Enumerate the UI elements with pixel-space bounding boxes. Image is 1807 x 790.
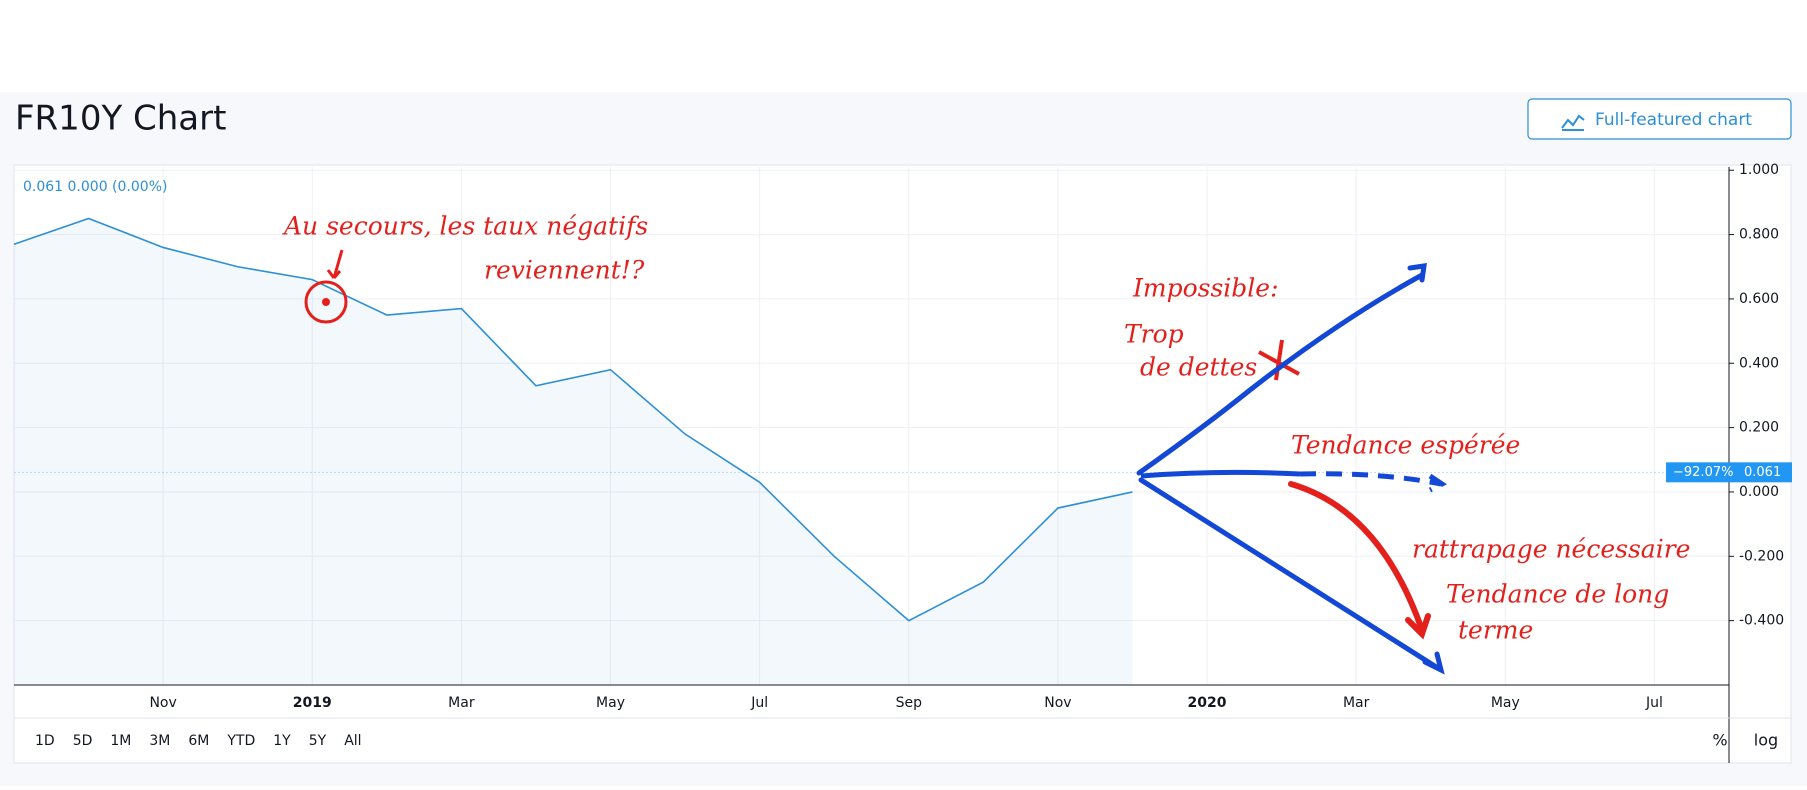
blue-arrow-flat (1140, 469, 1301, 479)
y-tick-label: 0.000 (1739, 484, 1779, 500)
range-button[interactable]: YTD (226, 733, 255, 749)
x-tick-label: Nov (1044, 695, 1071, 711)
range-button[interactable]: 5D (73, 733, 93, 749)
scale-option[interactable]: log (1754, 731, 1778, 750)
ohlc-legend: 0.061 0.000 (0.00%) (23, 179, 167, 195)
x-tick-label: 2019 (293, 695, 332, 711)
annotation: reviennent!? (484, 256, 645, 285)
annotation: rattrapage nécessaire (1412, 535, 1690, 564)
button-icon (1561, 114, 1585, 131)
area (14, 218, 1133, 685)
red-arrow (326, 249, 344, 279)
plot: 1.000 0.800 0.600 0.400 0.200 0.000 -0.200 -0.4… (13, 162, 1792, 763)
scale-option[interactable]: % (1712, 731, 1727, 750)
x-tick-label: Mar (448, 695, 475, 711)
y-tick-label: -0.400 (1739, 613, 1784, 629)
annotation: de dettes (1140, 353, 1257, 382)
chart-card (13, 164, 1792, 764)
annotation: Au secours, les taux négatifs (282, 212, 648, 241)
chart-title: FR10Y Chart (15, 99, 226, 139)
price-line (13, 217, 1133, 622)
x-tick-label: 2020 (1188, 695, 1227, 711)
blue-arrow-up (1136, 263, 1427, 476)
range-button[interactable]: 1D (35, 733, 55, 749)
range-button[interactable]: 1M (110, 733, 131, 749)
x-tick-label: Jul (750, 695, 768, 711)
dot-mark (322, 298, 330, 306)
range-button[interactable]: 6M (188, 733, 209, 749)
range-button[interactable]: 5Y (309, 733, 327, 749)
range-button[interactable]: 3M (149, 733, 170, 749)
button-frame[interactable] (1527, 98, 1792, 140)
x-tick-label: Jul (1645, 695, 1663, 711)
button-label[interactable]: Full-featured chart (1595, 110, 1752, 130)
circle-mark (304, 280, 348, 324)
annotation: Tendance espérée (1291, 431, 1520, 460)
x-tick-label: Nov (149, 695, 176, 711)
y-tick-label: 0.800 (1739, 227, 1779, 243)
x-tick-label: Sep (896, 695, 923, 711)
y-tick-label: 0.600 (1739, 291, 1779, 307)
annotations: Au secours, les taux négatifs reviennent!… (282, 212, 1690, 675)
blue-arrow-dashed (1299, 471, 1447, 493)
x-tick-label: May (1491, 695, 1520, 711)
change-label: −92.07% (1673, 465, 1733, 480)
y-tick-label: 1.000 (1739, 162, 1779, 178)
range-button[interactable]: 1Y (273, 733, 291, 749)
x-tick-label: Mar (1343, 695, 1370, 711)
range-button[interactable]: All (344, 733, 361, 749)
y-tick-label: 0.400 (1739, 355, 1779, 371)
annotation: terme (1458, 616, 1533, 645)
annotation: Impossible: (1132, 274, 1279, 303)
cross-mark (1258, 339, 1300, 381)
red-arrow-down (1288, 481, 1431, 640)
full-featured-button[interactable]: Full-featured chart (1527, 98, 1792, 140)
last-value-label: 0.061 (1744, 465, 1781, 480)
annotation: Tendance de long (1446, 580, 1669, 609)
x-tick-label: May (596, 695, 625, 711)
blue-arrow-down (1138, 477, 1445, 675)
y-tick-label: 0.200 (1739, 420, 1779, 436)
annotation: Trop (1124, 320, 1184, 349)
y-tick-label: -0.200 (1739, 548, 1784, 564)
last-value-badge (1666, 462, 1792, 483)
